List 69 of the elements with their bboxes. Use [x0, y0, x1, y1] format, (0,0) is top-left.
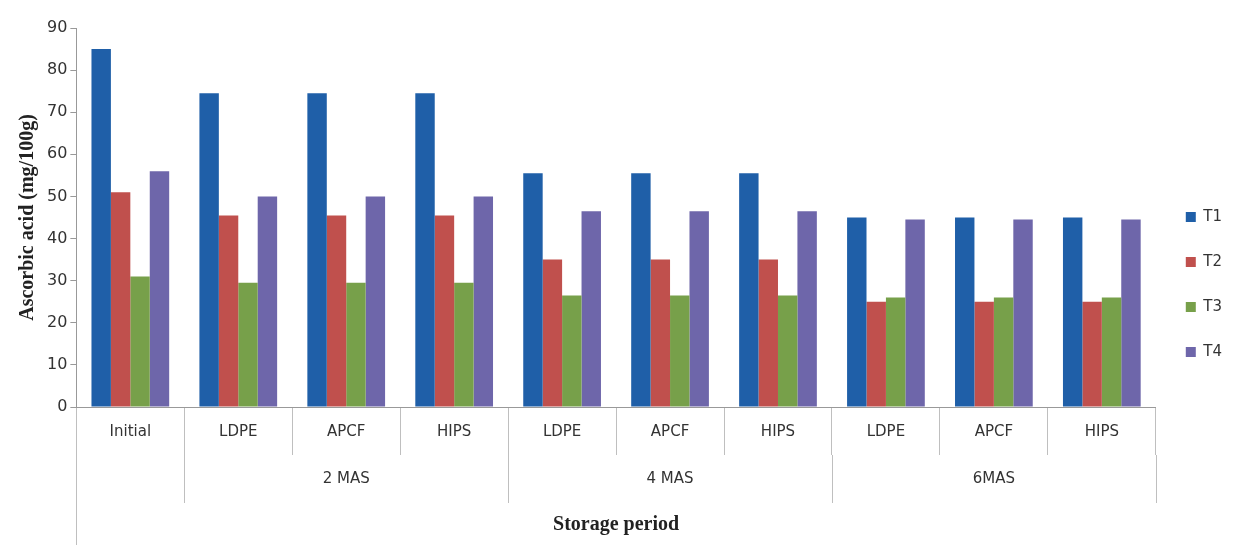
bar: [346, 282, 366, 407]
bar: [562, 295, 582, 407]
x-tick-label: LDPE: [542, 421, 582, 440]
bar: [110, 192, 131, 407]
x-tick-label: Initial: [109, 421, 152, 440]
bar: [1101, 297, 1122, 407]
y-tick-label: 70: [47, 101, 68, 121]
bar: [1121, 219, 1141, 407]
x-axis-title: Storage period: [553, 512, 680, 536]
bar: [955, 217, 975, 407]
x-tick-label: HIPS: [760, 421, 796, 440]
bar: [866, 301, 886, 407]
y-axis-title: Ascorbic acid (mg/100g): [15, 114, 39, 321]
bar: [238, 282, 258, 407]
legend-label: T4: [1202, 341, 1223, 360]
bar: [415, 93, 435, 407]
y-tick-label: 10: [47, 354, 68, 374]
bar: [307, 93, 327, 407]
bar: [365, 196, 386, 407]
bar: [149, 171, 170, 407]
bar: [1013, 219, 1033, 407]
bar: [434, 215, 455, 407]
bar: [542, 259, 563, 407]
bar: [218, 215, 239, 407]
bar: [631, 173, 651, 407]
bar: [739, 173, 759, 407]
bar: [91, 49, 111, 407]
y-tick-label: 20: [47, 311, 68, 331]
text: 4 MAS: [646, 468, 694, 487]
bar: [454, 282, 474, 407]
y-tick-label: 80: [47, 59, 68, 79]
x-tick-label: HIPS: [1084, 421, 1119, 440]
bar: [130, 276, 150, 407]
x-tick-label: LDPE: [866, 421, 906, 440]
bar: [199, 93, 219, 407]
bar: [885, 297, 906, 407]
y-tick-label: 50: [47, 185, 68, 205]
bar: [670, 295, 690, 407]
legend-label: T3: [1202, 296, 1223, 315]
y-tick-label: 0: [57, 396, 68, 416]
bar: [777, 295, 798, 407]
bar: [847, 217, 867, 407]
text: 2 MAS: [322, 468, 370, 487]
bar: [797, 211, 817, 407]
x-tick-label: APCF: [327, 421, 366, 440]
bar: [758, 259, 778, 407]
bar: [326, 215, 347, 407]
bar: [905, 219, 925, 407]
bar: [257, 196, 278, 407]
bar: [581, 211, 601, 407]
bar: [1062, 217, 1083, 407]
text: 6MAS: [972, 468, 1016, 487]
y-tick-label: 40: [47, 227, 68, 247]
bar: [689, 211, 709, 407]
legend-label: T1: [1202, 206, 1223, 225]
y-tick-label: 30: [47, 269, 68, 289]
bar: [974, 301, 994, 407]
y-tick-label: 90: [47, 17, 68, 37]
bar: [523, 173, 543, 407]
x-tick-label: APCF: [650, 421, 690, 440]
bar: [993, 297, 1014, 407]
legend-label: T2: [1202, 251, 1223, 270]
bar: [473, 196, 494, 407]
bar: [1082, 301, 1102, 407]
x-tick-label: APCF: [974, 421, 1014, 440]
y-tick-label: 60: [47, 143, 68, 163]
bar: [650, 259, 671, 407]
x-tick-label: HIPS: [437, 421, 472, 440]
x-tick-label: LDPE: [219, 421, 258, 440]
